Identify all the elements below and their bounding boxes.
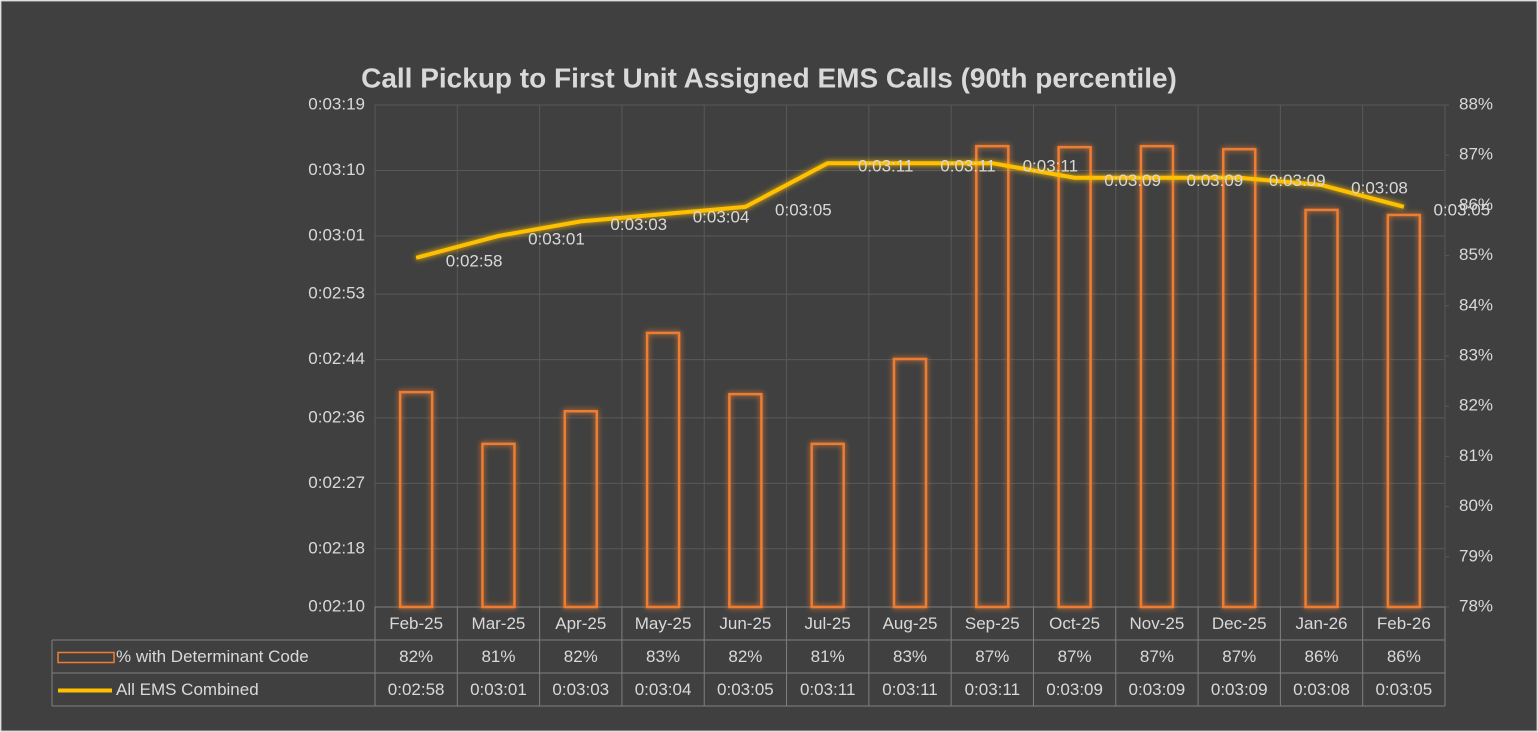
table-cell: 87% (1222, 647, 1256, 666)
x-tick-label: Jun-25 (719, 614, 771, 633)
data-label: 0:03:01 (528, 229, 585, 248)
y-tick-label: 0:03:01 (308, 225, 365, 244)
table-cell: 0:03:05 (1375, 680, 1432, 699)
data-label: 0:03:11 (1023, 157, 1078, 176)
y2-tick-label: 85% (1459, 245, 1493, 264)
data-label: 0:03:09 (1187, 171, 1244, 190)
table-cell: 0:03:09 (1046, 680, 1103, 699)
y2-tick-label: 82% (1459, 396, 1493, 415)
bar (810, 442, 845, 609)
y-tick-label: 0:02:27 (308, 473, 365, 492)
x-tick-label: Jul-25 (805, 614, 851, 633)
table-cell: 81% (481, 647, 515, 666)
y-tick-label: 0:03:19 (308, 94, 365, 113)
y2-tick-label: 86% (1459, 195, 1493, 214)
y2-tick-label: 84% (1459, 295, 1493, 314)
table-cell: 87% (1140, 647, 1174, 666)
x-tick-label: Jan-26 (1296, 614, 1348, 633)
y2-tick-label: 87% (1459, 145, 1493, 164)
bar (975, 144, 1010, 609)
y2-tick-label: 83% (1459, 345, 1493, 364)
x-tick-label: Oct-25 (1049, 614, 1100, 633)
table-cell: 0:03:11 (882, 680, 937, 699)
x-tick-label: Sep-25 (965, 614, 1020, 633)
table-cell: 0:03:11 (965, 680, 1020, 699)
y2-tick-label: 81% (1459, 446, 1493, 465)
data-label: 0:03:09 (1269, 171, 1326, 190)
data-label: 0:03:09 (1104, 171, 1161, 190)
data-label: 0:03:05 (1433, 200, 1490, 219)
x-tick-label: Dec-25 (1212, 614, 1267, 633)
bar (1057, 145, 1092, 609)
y-tick-label: 0:02:36 (308, 407, 365, 426)
y2-tick-label: 88% (1459, 94, 1493, 113)
y2-tick-label: 79% (1459, 546, 1493, 565)
data-label: 0:03:04 (693, 208, 750, 227)
legend-label: % with Determinant Code (116, 647, 309, 666)
y-tick-label: 0:03:10 (308, 160, 365, 179)
x-tick-label: Nov-25 (1130, 614, 1185, 633)
table-cell: 0:03:01 (470, 680, 527, 699)
bar (1386, 213, 1422, 609)
table-cell: 82% (728, 647, 762, 666)
bar (1304, 208, 1339, 609)
bar (728, 392, 763, 609)
bar (892, 357, 928, 609)
table-cell: 81% (811, 647, 845, 666)
table-cell: 0:02:58 (388, 680, 445, 699)
bar (645, 331, 681, 609)
table-cell: 0:03:11 (800, 680, 855, 699)
y2-tick-label: 80% (1459, 496, 1493, 515)
y-tick-label: 0:02:10 (308, 596, 365, 615)
bar (398, 390, 434, 609)
table-cell: 83% (646, 647, 680, 666)
table-cell: 0:03:09 (1211, 680, 1268, 699)
x-tick-label: Feb-26 (1377, 614, 1431, 633)
table-cell: 0:03:09 (1129, 680, 1186, 699)
table-cell: 82% (399, 647, 433, 666)
table-cell: 87% (975, 647, 1009, 666)
table-cell: 0:03:04 (635, 680, 692, 699)
y2-tick-label: 78% (1459, 596, 1493, 615)
chart-title: Call Pickup to First Unit Assigned EMS C… (361, 62, 1177, 93)
data-label: 0:03:03 (610, 215, 667, 234)
bar (1221, 147, 1257, 609)
data-label: 0:03:11 (858, 157, 913, 176)
table-cell: 86% (1305, 647, 1339, 666)
table-cell: 0:03:08 (1293, 680, 1350, 699)
bar (1139, 144, 1175, 609)
table-cell: 0:03:05 (717, 680, 774, 699)
x-tick-label: Aug-25 (883, 614, 938, 633)
table-cell: 0:03:03 (552, 680, 609, 699)
table-cell: 83% (893, 647, 927, 666)
table-cell: 86% (1387, 647, 1421, 666)
data-label: 0:02:58 (446, 251, 503, 270)
y-tick-label: 0:02:18 (308, 538, 365, 557)
table-cell: 87% (1058, 647, 1092, 666)
x-tick-label: Mar-25 (472, 614, 526, 633)
y-tick-label: 0:02:53 (308, 284, 365, 303)
data-label: 0:03:11 (940, 157, 995, 176)
x-tick-label: May-25 (635, 614, 692, 633)
y-tick-label: 0:02:44 (308, 349, 365, 368)
x-tick-label: Feb-25 (389, 614, 443, 633)
data-label: 0:03:05 (775, 200, 832, 219)
x-tick-label: Apr-25 (555, 614, 606, 633)
legend-key (57, 651, 115, 664)
bar (563, 409, 599, 609)
table-cell: 82% (564, 647, 598, 666)
data-label: 0:03:08 (1351, 179, 1408, 198)
legend-label: All EMS Combined (116, 680, 259, 699)
bar (481, 442, 516, 609)
line (415, 161, 1405, 260)
